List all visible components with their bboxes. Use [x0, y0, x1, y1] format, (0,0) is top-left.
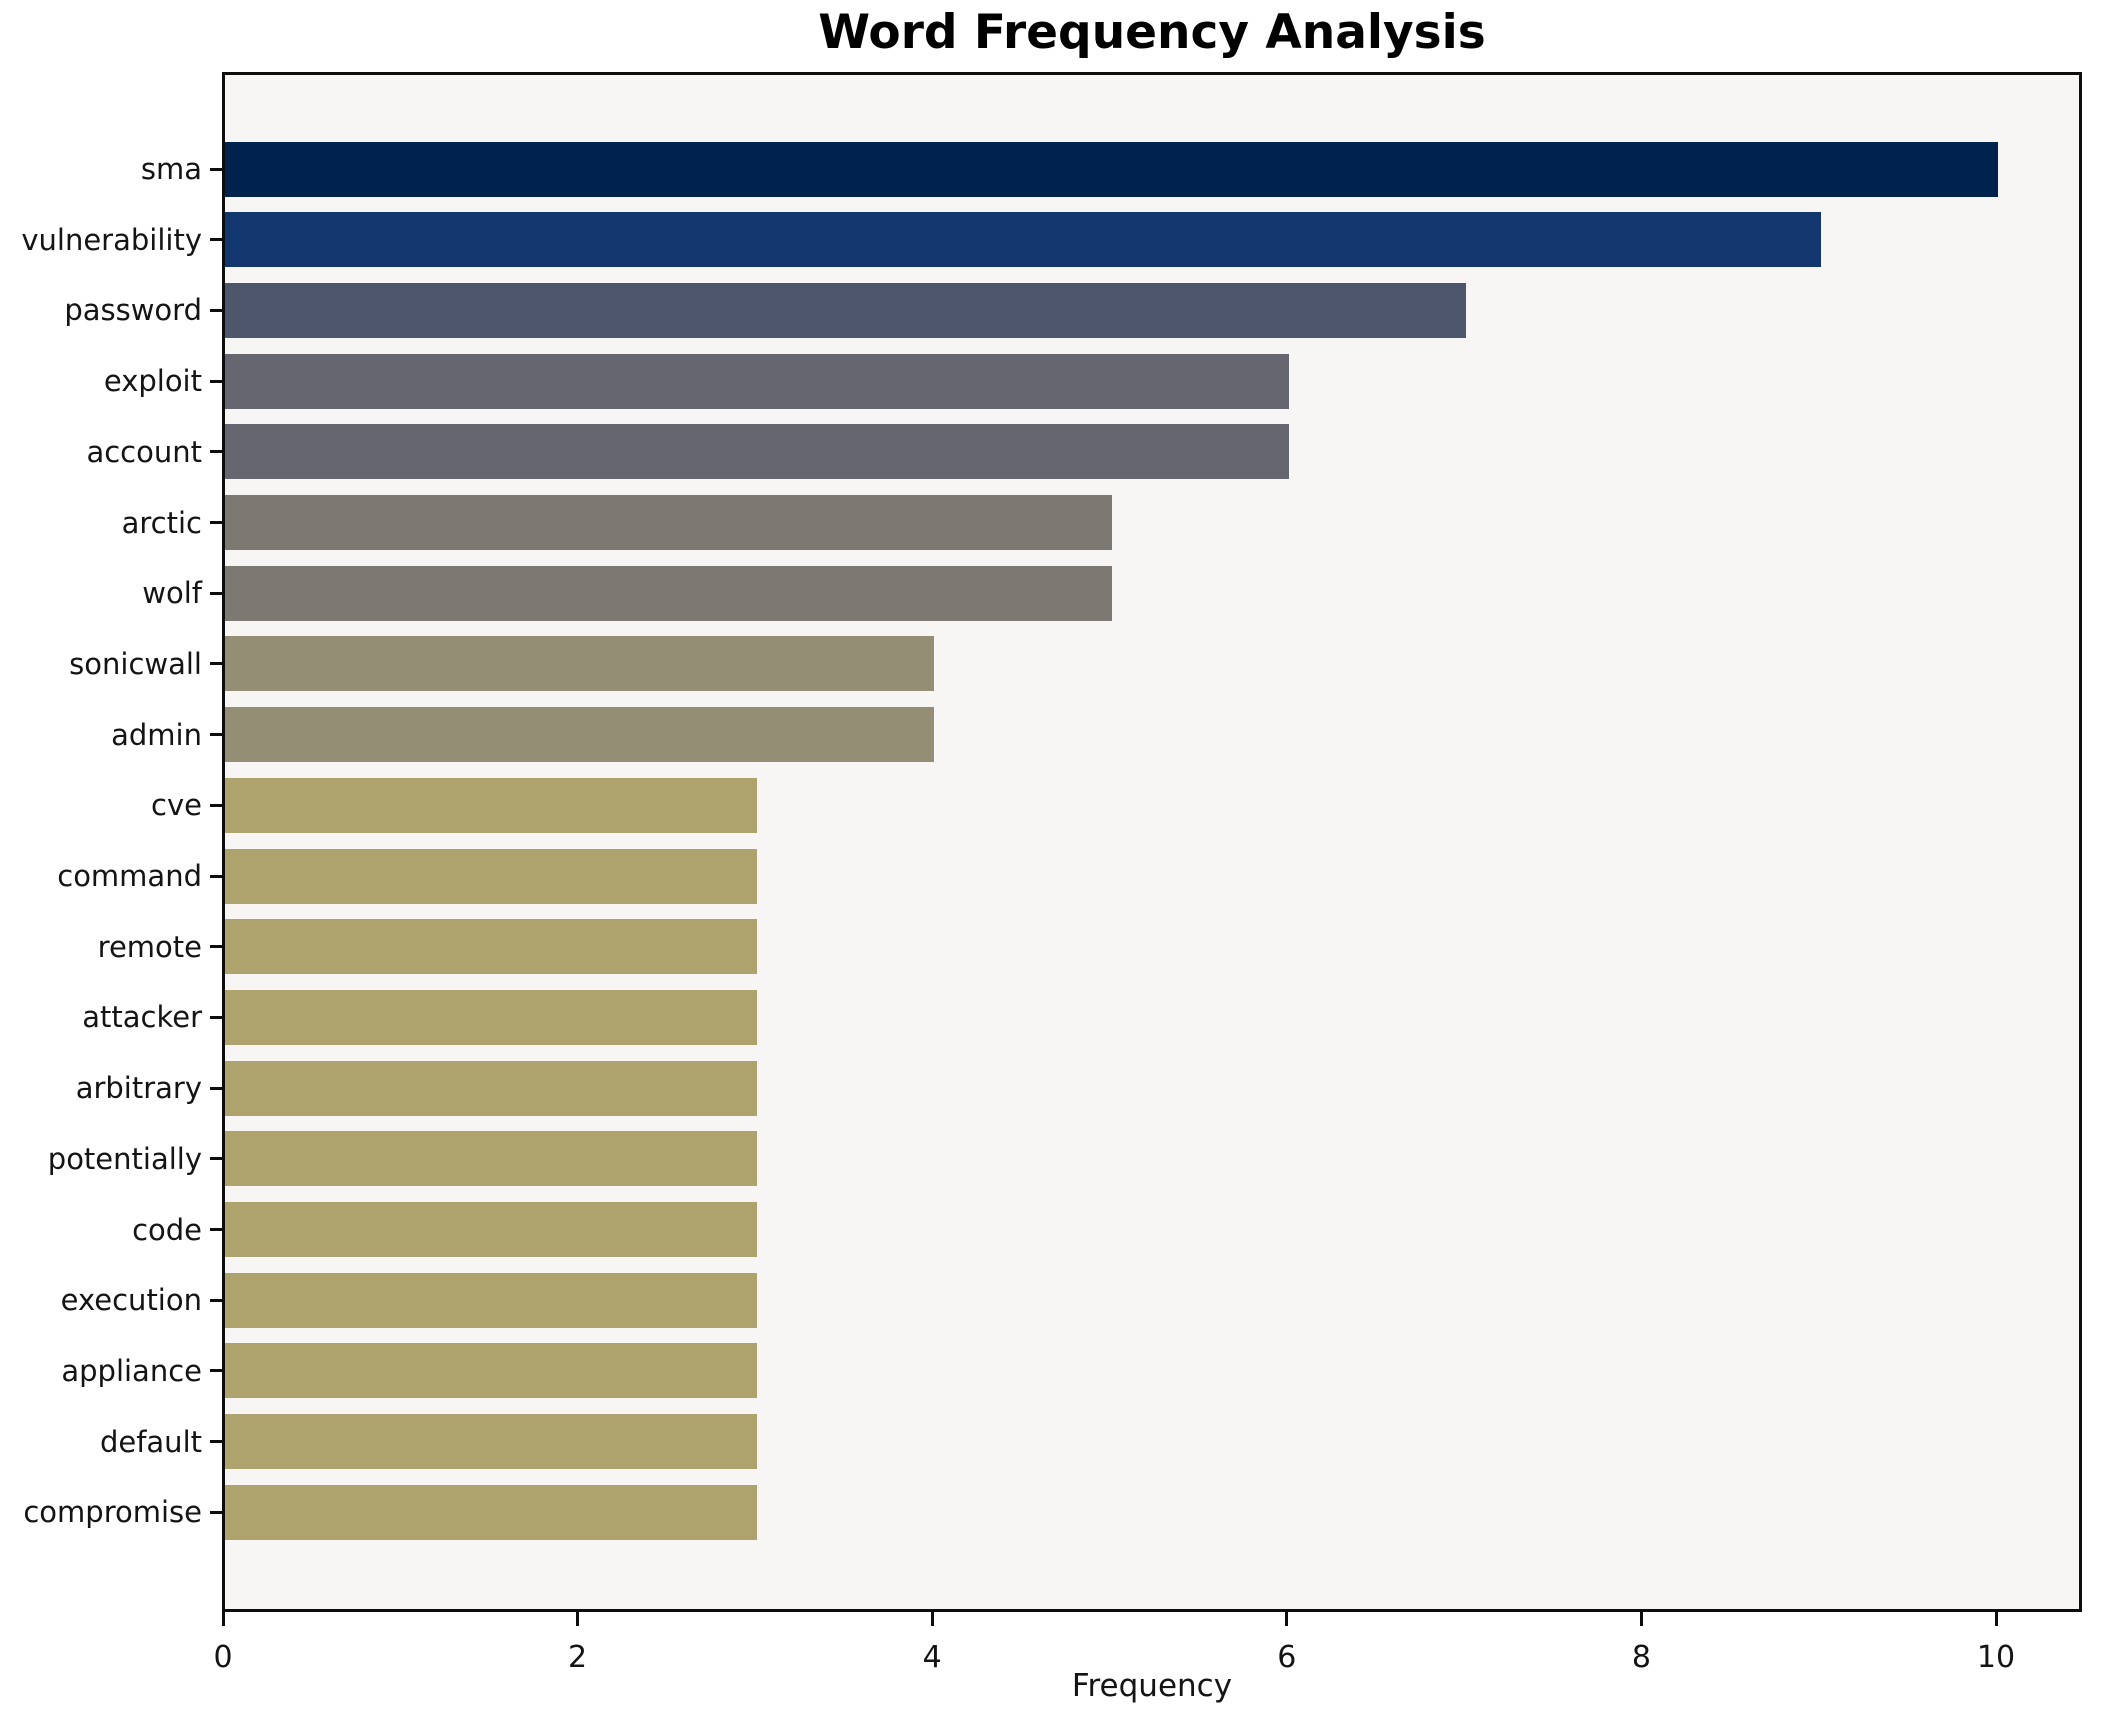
bar-code	[225, 1202, 757, 1257]
y-tick-mark	[210, 945, 222, 949]
x-tick-label: 10	[1976, 1640, 2016, 1675]
x-tick-mark	[1994, 1612, 1998, 1626]
y-tick-label: attacker	[82, 1000, 202, 1035]
x-tick-label: 4	[922, 1640, 942, 1675]
bar-sonicwall	[225, 636, 935, 692]
y-tick-label: arbitrary	[75, 1071, 202, 1106]
y-tick-label: sma	[140, 152, 202, 186]
y-axis: sma vulnerability password exploit account ar…	[0, 72, 222, 1612]
bar-sma	[225, 141, 1998, 197]
y-tick-label: remote	[97, 929, 202, 964]
y-tick-mark	[210, 238, 222, 242]
y-tick-mark	[210, 662, 222, 666]
bar-remote	[225, 919, 757, 975]
y-tick-label: password	[64, 293, 202, 328]
y-tick-label: default	[99, 1424, 202, 1459]
bar-exploit	[225, 353, 1289, 409]
chart-title: Word Frequency Analysis	[818, 5, 1486, 60]
y-tick-mark	[210, 1015, 222, 1019]
bar-account	[225, 424, 1289, 480]
bar-arctic	[225, 495, 1112, 550]
y-tick-label: execution	[60, 1283, 202, 1318]
y-tick-mark	[210, 1228, 222, 1231]
bar-default	[225, 1414, 757, 1470]
x-tick-mark	[1639, 1612, 1643, 1626]
y-tick-label: arctic	[121, 505, 202, 540]
bar-wolf	[225, 565, 1112, 621]
y-tick-mark	[210, 874, 222, 878]
y-tick-mark	[210, 1369, 222, 1373]
x-tick-mark	[576, 1612, 580, 1626]
y-tick-mark	[210, 1298, 222, 1302]
bar-vulnerability	[225, 212, 1821, 268]
x-tick-label: 0	[213, 1640, 233, 1675]
y-tick-label: appliance	[61, 1353, 202, 1388]
y-tick-label: sonicwall	[69, 646, 202, 681]
y-tick-label: vulnerability	[21, 222, 202, 257]
bar-execution	[225, 1272, 757, 1328]
x-tick-mark	[1285, 1612, 1289, 1626]
x-tick-label: 2	[568, 1640, 588, 1675]
y-tick-mark	[210, 733, 222, 737]
x-axis-label: Frequency	[1071, 1668, 1233, 1704]
bar-password	[225, 282, 1467, 338]
y-tick-label: exploit	[103, 364, 202, 399]
bar-attacker	[225, 989, 757, 1045]
y-tick-label: account	[86, 434, 202, 469]
y-tick-mark	[210, 1086, 222, 1090]
y-tick-label: admin	[111, 717, 202, 752]
y-tick-label: wolf	[142, 576, 202, 611]
bar-command	[225, 848, 757, 904]
y-tick-mark	[210, 379, 222, 383]
y-tick-mark	[210, 803, 222, 807]
y-tick-label: command	[57, 859, 202, 893]
y-tick-mark	[210, 591, 222, 595]
y-tick-label: cve	[151, 788, 202, 823]
x-tick-mark	[930, 1612, 934, 1626]
plot-area	[222, 72, 2082, 1612]
bar-admin	[225, 707, 935, 763]
y-tick-mark	[210, 1440, 222, 1444]
x-axis: 0 2 4 6 8 10	[0, 1612, 2101, 1722]
y-tick-mark	[210, 1157, 222, 1161]
x-tick-mark	[221, 1612, 225, 1626]
bar-compromise	[225, 1484, 757, 1540]
x-tick-label: 8	[1631, 1640, 1651, 1675]
y-tick-mark	[210, 308, 222, 312]
y-tick-label: compromise	[23, 1495, 202, 1530]
x-tick-label: 6	[1277, 1640, 1297, 1675]
y-tick-label: code	[132, 1212, 202, 1247]
y-tick-mark	[210, 1510, 222, 1514]
bar-appliance	[225, 1343, 757, 1399]
bar-cve	[225, 777, 757, 833]
bar-potentially	[225, 1131, 757, 1187]
y-tick-mark	[210, 450, 222, 454]
y-tick-mark	[210, 167, 222, 171]
bar-arbitrary	[225, 1060, 757, 1116]
y-tick-mark	[210, 521, 222, 524]
y-tick-label: potentially	[47, 1141, 202, 1176]
